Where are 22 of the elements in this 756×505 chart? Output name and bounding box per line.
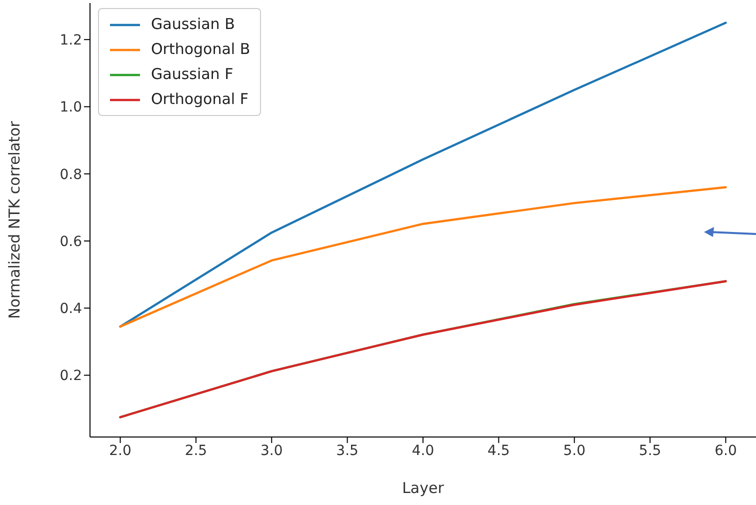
- x-tick-label: 5.5: [638, 442, 662, 459]
- legend-label: Orthogonal B: [151, 39, 250, 60]
- x-tick-label: 2.0: [109, 442, 132, 459]
- line-series: [119, 186, 727, 328]
- x-tick-label: 4.5: [488, 442, 510, 459]
- legend-label: Orthogonal F: [151, 89, 248, 110]
- y-tick-label: 1.0: [60, 100, 82, 116]
- x-tick-label: 4.0: [412, 442, 434, 459]
- x-tick-label: 2.5: [184, 442, 208, 459]
- x-tick-label: 3.5: [336, 442, 358, 459]
- y-tick-label: 0.8: [60, 166, 82, 183]
- y-tick-label: 0.2: [60, 368, 82, 384]
- x-tick-label: 3.0: [260, 442, 283, 459]
- y-tick-label: 0.4: [60, 301, 82, 318]
- y-tick-label: 0.6: [60, 234, 82, 250]
- x-tick-label: 5.0: [563, 442, 586, 459]
- x-axis-title: Layer: [402, 479, 445, 497]
- x-tick-label: 6.0: [714, 442, 737, 459]
- legend-label: Gaussian F: [151, 64, 234, 85]
- y-axis-title: Normalized NTK correlator: [5, 120, 24, 319]
- y-tick-label: 1.2: [60, 32, 82, 49]
- legend-label: Gaussian B: [151, 14, 235, 35]
